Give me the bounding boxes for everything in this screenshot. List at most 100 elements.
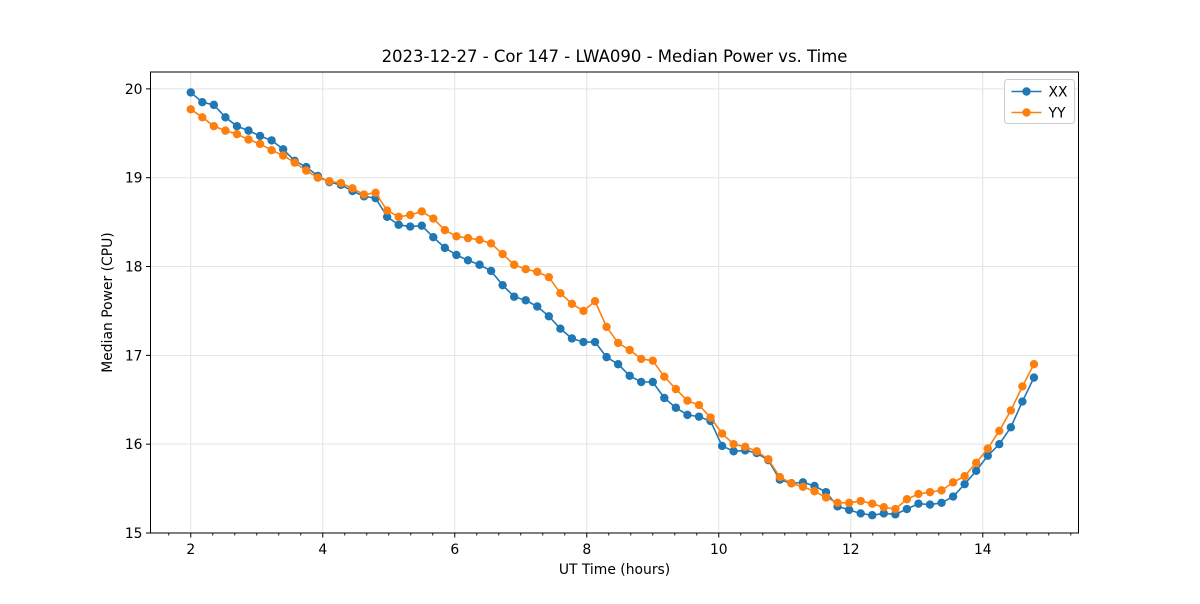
series-yy-marker xyxy=(232,129,242,139)
series-xx-marker xyxy=(1018,397,1027,406)
series-yy-marker xyxy=(486,239,496,248)
series-xx-marker xyxy=(533,302,542,311)
series-yy-marker xyxy=(844,498,854,507)
series-yy-marker xyxy=(278,151,288,160)
series-yy-marker xyxy=(348,184,357,193)
series-yy-marker xyxy=(729,439,738,449)
series-xx-marker xyxy=(983,451,992,460)
series-yy-marker xyxy=(452,232,461,241)
series-xx-marker xyxy=(267,136,276,145)
series-yy-marker xyxy=(694,400,704,410)
series-yy-marker xyxy=(960,471,969,481)
series-yy-marker xyxy=(429,214,438,223)
series-yy-marker xyxy=(810,487,819,496)
series-yy-marker xyxy=(521,264,530,274)
y-tick-label: 17 xyxy=(125,348,143,364)
series-xx-marker xyxy=(244,126,253,135)
series-yy-marker xyxy=(868,499,877,508)
series-yy-marker xyxy=(1018,382,1027,391)
plot-border xyxy=(150,71,1079,534)
series-xx-marker xyxy=(729,447,738,456)
series-yy-marker xyxy=(209,121,219,131)
y-tick-label: 16 xyxy=(125,437,143,453)
series-yy-marker xyxy=(533,267,542,277)
series-yy-marker xyxy=(914,489,923,499)
series-xx-marker xyxy=(971,466,981,476)
series-xx-marker xyxy=(463,256,473,265)
series-xx-marker xyxy=(660,393,669,403)
series-yy-marker xyxy=(221,126,230,135)
series-yy-marker xyxy=(995,426,1004,436)
series-yy-marker xyxy=(637,354,646,364)
series-xx xyxy=(186,88,1039,520)
series-yy-marker xyxy=(313,173,323,182)
series-xx-marker xyxy=(209,100,219,110)
series-xx-marker xyxy=(440,243,450,253)
y-axis-label: Median Power (CPU) xyxy=(100,232,116,372)
y-tick-label: 19 xyxy=(125,171,143,187)
x-tick-label: 8 xyxy=(582,542,591,558)
series-xx-marker xyxy=(925,500,935,509)
series-yy-marker xyxy=(798,482,808,492)
x-tick-label: 6 xyxy=(450,542,459,558)
series-yy-marker xyxy=(833,498,842,507)
series-yy-marker xyxy=(198,113,207,122)
axes: 2 4 6 8 10 12 14 15 16 17 18 19 20 xyxy=(125,71,1079,558)
series-xx-marker xyxy=(255,131,265,141)
series-xx-marker xyxy=(902,504,912,514)
series-xx-marker xyxy=(995,439,1004,449)
x-tick-label: 10 xyxy=(710,542,728,558)
series-yy-marker xyxy=(717,429,727,438)
series-yy-marker xyxy=(752,447,761,456)
series-yy-marker xyxy=(971,458,981,468)
series-yy-marker xyxy=(764,455,773,464)
series-xx-line xyxy=(190,91,1035,517)
series-xx-marker xyxy=(394,220,403,229)
series-xx-marker xyxy=(417,221,426,230)
series-yy-marker xyxy=(683,396,692,405)
series-xx-marker xyxy=(278,145,288,154)
series-xx-marker xyxy=(221,113,230,122)
x-tick-label: 4 xyxy=(318,542,327,558)
series-xx-marker xyxy=(613,360,623,369)
legend-item-label: XX xyxy=(1049,85,1069,101)
series-yy-marker xyxy=(579,306,588,316)
series-yy-marker xyxy=(255,139,265,149)
series-xx-marker xyxy=(694,412,704,421)
series-yy-marker xyxy=(625,345,634,355)
series-yy-marker xyxy=(371,188,380,198)
x-tick-label: 14 xyxy=(974,542,992,558)
series-xx-marker xyxy=(1006,423,1016,432)
grid-lines xyxy=(150,72,1079,534)
series-xx-marker xyxy=(498,280,507,290)
series-xx-marker xyxy=(186,88,195,97)
series-yy-marker xyxy=(1029,360,1039,369)
series-yy-marker xyxy=(948,478,958,487)
series-xx-marker xyxy=(648,377,657,387)
series-xx-marker xyxy=(475,260,484,269)
series-yy-marker xyxy=(336,178,346,188)
series-yy-marker xyxy=(590,296,600,306)
y-tick-label: 18 xyxy=(125,260,143,276)
series-xx-marker xyxy=(544,312,554,321)
series-yy-marker xyxy=(613,338,623,348)
series-xx-marker xyxy=(452,250,461,260)
series-yy-marker xyxy=(983,444,992,453)
series-yy-marker xyxy=(417,207,426,216)
series-yy-marker xyxy=(671,384,681,394)
series-xx-marker xyxy=(937,498,946,507)
series-xx-marker xyxy=(879,509,888,518)
series-yy-line xyxy=(190,108,1035,510)
series-xx-marker xyxy=(429,233,438,242)
series-xx-marker xyxy=(602,352,611,362)
series-yy-marker xyxy=(775,472,785,482)
series-yy-marker xyxy=(302,166,311,175)
series-yy-marker xyxy=(186,105,195,114)
series-yy-marker xyxy=(406,210,415,220)
series-xx-marker xyxy=(1029,373,1039,382)
series-yy-marker xyxy=(856,496,865,506)
legend-item-label: YY xyxy=(1048,106,1066,122)
data-series xyxy=(186,88,1039,520)
series-xx-marker xyxy=(948,492,958,501)
